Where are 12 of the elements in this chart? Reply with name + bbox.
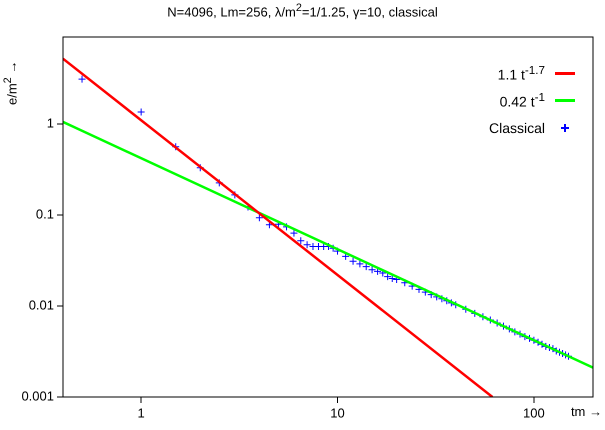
y-tick-label: 1 <box>46 115 54 130</box>
x-tick-label: 10 <box>330 405 345 420</box>
legend-label: Classical <box>488 120 545 136</box>
y-tick-label: 0.001 <box>21 388 54 404</box>
x-axis-title: tm → <box>570 404 602 419</box>
legend-label: 0.42 t$^{-1}$ <box>500 91 545 110</box>
legend-label: 1.1 t$^{-1.7}$ <box>498 64 545 83</box>
y-tick-label: 0.1 <box>36 206 54 222</box>
x-tick-label: 100 <box>523 405 545 420</box>
chart-title: N=4096, Lm=256, λ/m$^{2}$=1/1.25, γ=10, classical <box>166 2 439 20</box>
y-tick-label: 0.01 <box>28 298 54 313</box>
x-tick-label: 1 <box>138 405 145 420</box>
